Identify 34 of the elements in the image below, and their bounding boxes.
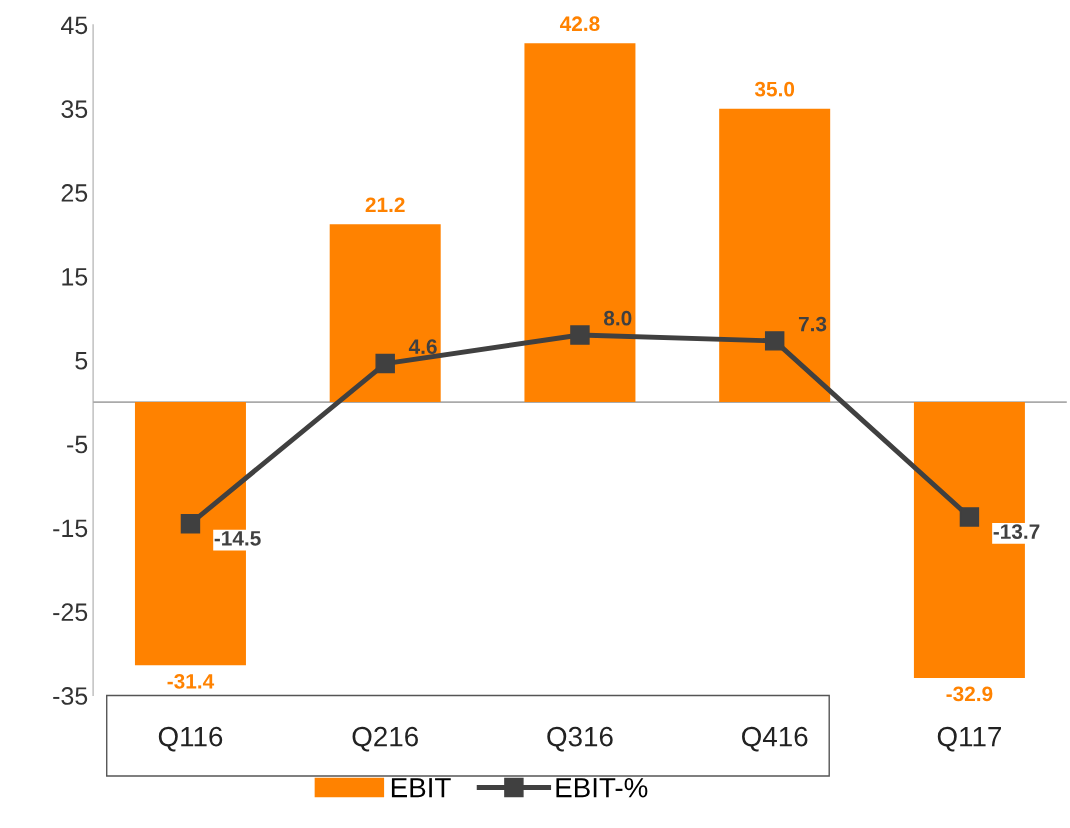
point bbox=[764, 331, 785, 351]
legend-label: EBIT bbox=[391, 778, 451, 798]
y-tick-label: -25 bbox=[53, 603, 88, 621]
y-tick-label: 25 bbox=[61, 184, 88, 202]
y-tick-label: 5 bbox=[75, 352, 88, 370]
data-label: 7.3 bbox=[798, 316, 827, 332]
point bbox=[375, 353, 395, 374]
y-tick-label: -35 bbox=[53, 687, 88, 705]
y-tick-label: 15 bbox=[62, 268, 88, 286]
y-tick-label: -5 bbox=[67, 435, 88, 454]
y-tick-label: -15 bbox=[53, 519, 88, 538]
data-label: -32.9 bbox=[946, 686, 993, 702]
data-label: -31.4 bbox=[167, 673, 215, 689]
bar bbox=[329, 224, 441, 403]
bar bbox=[524, 43, 636, 403]
data-label: 35.0 bbox=[754, 81, 795, 97]
y-tick-label: 45 bbox=[61, 16, 88, 35]
point bbox=[959, 507, 980, 527]
bar bbox=[719, 108, 831, 403]
x-tick-label: Q117 bbox=[937, 726, 1001, 752]
y-tick-label: 35 bbox=[61, 100, 88, 118]
legend-label: EBIT-% bbox=[556, 777, 648, 798]
data-label: -14.5 bbox=[214, 531, 261, 546]
x-tick-label: Q216 bbox=[352, 726, 418, 752]
data-label: 4.6 bbox=[408, 339, 437, 355]
point bbox=[570, 325, 590, 345]
x-tick-label: Q416 bbox=[742, 726, 808, 752]
x-tick-label: Q116 bbox=[158, 726, 223, 752]
data-label: 21.2 bbox=[365, 197, 405, 212]
data-label: -13.7 bbox=[993, 524, 1040, 539]
x-tick-label: Q316 bbox=[547, 726, 613, 752]
point bbox=[180, 513, 201, 534]
data-label: 42.8 bbox=[559, 16, 600, 32]
data-label: 8.0 bbox=[603, 310, 632, 326]
